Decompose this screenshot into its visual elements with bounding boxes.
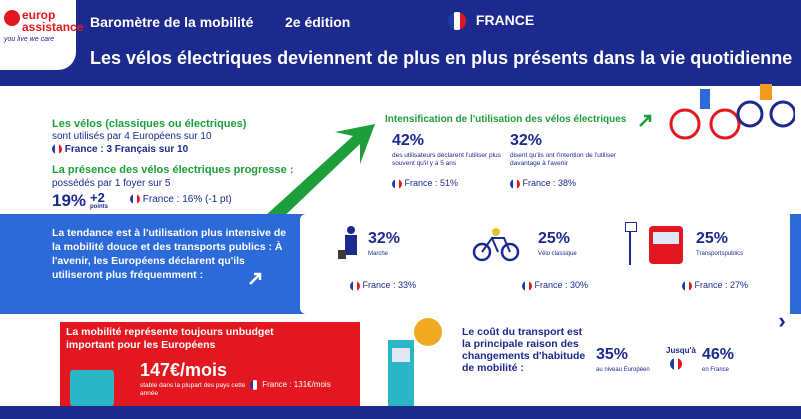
cyclists-illustration — [669, 84, 795, 140]
france-flag-icon — [448, 12, 466, 31]
france-flag-icon — [130, 194, 140, 205]
presence-sub: possédés par 1 foyer sur 5 — [52, 178, 171, 189]
intens-title: Intensification de l'utilisation des vél… — [385, 114, 627, 125]
intens-b-france-label: France : 38% — [522, 178, 577, 188]
reason-fr-pct: 46% — [702, 346, 735, 363]
presence-france: France : 16% (-1 pt) — [130, 194, 232, 205]
transport-label: Transportspublics — [696, 251, 744, 257]
intens-a-pct: 42% — [392, 132, 425, 149]
budget-france-label: France : 131€/mois — [262, 380, 331, 390]
report-title: Baromètre de la mobilité — [90, 14, 254, 30]
presence-delta: +2 — [90, 190, 105, 205]
logo-tagline: you live we care — [4, 36, 55, 43]
intens-b-pct: 32% — [510, 132, 543, 149]
section-trend: La tendance est à l'utilisation plus int… — [0, 214, 801, 314]
france-flag-icon — [510, 178, 520, 189]
france-flag-icon — [350, 280, 360, 291]
trend-text: La tendance est à l'utilisation plus int… — [52, 227, 287, 281]
walk-france-label: France : 33% — [362, 280, 417, 290]
reason-eu-pct: 35% — [596, 346, 629, 363]
logo-line2: assistance — [22, 20, 84, 34]
budget-title: La mobilité représente toujours unbudget… — [66, 326, 274, 351]
logo-line1: europ — [22, 8, 56, 22]
velos-sub: sont utilisés par 4 Européens sur 10 — [52, 131, 212, 142]
bike-france: France : 30% — [522, 280, 588, 291]
intens-a-france: France : 51% — [392, 178, 458, 189]
france-flag-icon — [392, 178, 402, 189]
reason-fr-prefix: Jusqu'à — [666, 346, 696, 355]
country-tag: FRANCE — [448, 12, 535, 31]
presence-delta-unit: points — [90, 204, 108, 210]
calculator-icon — [70, 370, 114, 406]
budget-france: France : 131€/mois — [250, 380, 331, 390]
bike-label: Vélo classique — [538, 251, 577, 257]
walk-france: France : 33% — [350, 280, 416, 291]
reason-title: Le coût du transport est la principale r… — [462, 326, 586, 374]
france-flag-icon — [670, 358, 682, 370]
intens-b-france: France : 38% — [510, 178, 576, 189]
reason-fr-label: en France — [702, 367, 730, 373]
section-bikes: Les vélos (classiques ou électriques) so… — [0, 84, 801, 244]
trend-up-icon — [249, 272, 262, 285]
walker-icon — [338, 226, 364, 266]
bicycle-icon — [472, 228, 520, 262]
bike-pct: 25% — [538, 230, 571, 247]
walk-pct: 32% — [368, 230, 401, 247]
transport-france: France : 27% — [682, 280, 748, 291]
walk-label: Marche — [368, 251, 389, 257]
france-flag-icon — [52, 144, 62, 155]
headline: Les vélos électriques deviennent de plus… — [90, 48, 793, 68]
budget-sub: stable dans la plupart des pays cette an… — [140, 382, 246, 397]
presence-france-label: France : 16% (-1 pt) — [142, 194, 232, 205]
transport-pct: 25% — [696, 230, 729, 247]
france-flag-icon — [250, 380, 260, 390]
header: europ assistance you live we care Baromè… — [0, 0, 801, 86]
velos-france-label: France : 3 Français sur 10 — [64, 144, 189, 155]
france-flag-icon — [522, 280, 532, 291]
intens-a-text: des utilisateurs déclarent l'utiliser pl… — [392, 152, 501, 167]
presence-pct: 19% — [52, 191, 87, 210]
next-chevron-icon[interactable]: › — [778, 308, 786, 333]
edition-label: 2e édition — [285, 14, 351, 30]
budget-amount: 147€/mois — [140, 360, 228, 380]
footer-bar — [0, 406, 801, 419]
trend-up-icon — [639, 114, 652, 127]
france-flag-icon — [682, 280, 692, 291]
fuel-pump-icon — [372, 318, 442, 412]
budget-card: La mobilité représente toujours unbudget… — [60, 322, 360, 412]
reason-eu-label: au niveau Européen — [596, 367, 650, 373]
presence-title: La présence des vélos électriques progre… — [52, 164, 294, 176]
brand-logo[interactable]: europ assistance you live we care — [0, 0, 83, 70]
trend-panel — [300, 214, 790, 314]
bike-france-label: France : 30% — [534, 280, 589, 290]
intens-a-france-label: France : 51% — [404, 178, 459, 188]
velos-france: France : 3 Français sur 10 — [52, 144, 188, 155]
velos-title: Les vélos (classiques ou électriques) — [52, 118, 247, 130]
logo-mark — [4, 10, 20, 26]
public-transport-icon — [625, 222, 685, 266]
intens-b-text: disent qu'ils ont l'intention de l'utili… — [510, 152, 616, 167]
country-label: FRANCE — [475, 12, 535, 28]
transport-france-label: France : 27% — [694, 280, 749, 290]
